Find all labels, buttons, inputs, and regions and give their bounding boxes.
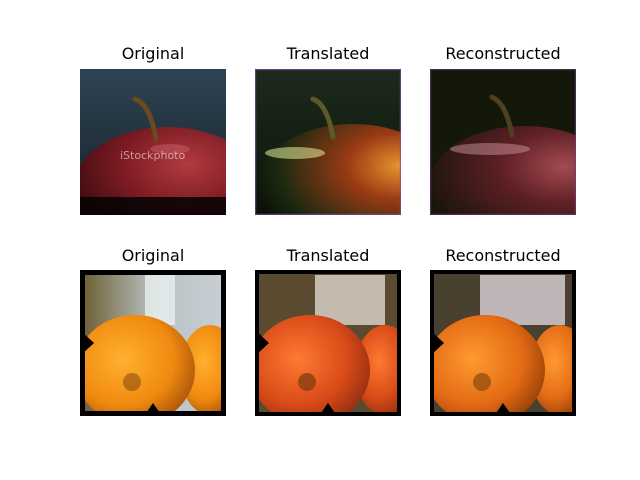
apple-reconstructed-image [430, 69, 576, 215]
orange-translated-image [255, 270, 401, 416]
title-row2-translated: Translated [286, 246, 370, 265]
orange-reconstructed-image [430, 270, 576, 416]
title-row1-original: Original [121, 44, 185, 63]
apple-translated-image [255, 69, 401, 215]
watermark-text: iStockphoto [120, 149, 185, 162]
title-row1-translated: Translated [286, 44, 370, 63]
title-row2-reconstructed: Reconstructed [445, 246, 561, 265]
title-row2-original: Original [121, 246, 185, 265]
orange-original-image [80, 270, 226, 416]
apple-original-image: iStockphoto [80, 69, 226, 215]
title-row1-reconstructed: Reconstructed [445, 44, 561, 63]
